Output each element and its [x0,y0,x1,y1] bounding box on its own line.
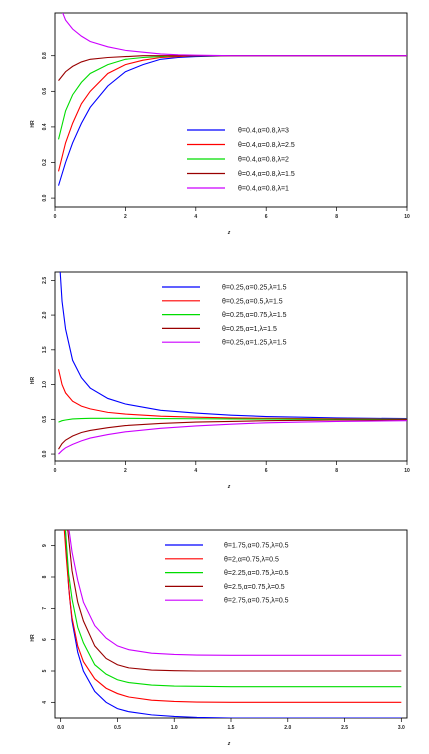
legend-label: θ=2.25,α=0.75,λ=0.5 [224,570,289,577]
x-tick-label: 10 [404,468,410,474]
y-tick-label: 9 [42,544,48,547]
y-axis-label: HR [30,120,36,128]
y-tick-label: 1.5 [42,346,48,353]
legend-label: θ=0.25,α=0.75,λ=1.5 [222,312,287,319]
y-tick-label: 2.0 [42,311,48,318]
x-tick-label: 8 [335,468,338,474]
y-tick-label: 8 [42,575,48,578]
legend-label: θ=1.75,α=0.75,λ=0.5 [224,543,289,550]
y-axis-label: HR [30,377,36,385]
x-tick-label: 2.5 [341,725,348,731]
x-tick-label: 0 [54,214,57,220]
x-axis-label: z [227,230,231,236]
y-tick-label: 0.4 [42,123,48,130]
legend-label: θ=0.4,α=0.8,λ=3 [238,128,289,135]
series-line-2 [57,369,407,420]
x-tick-label: 0 [54,468,57,474]
series-line-1 [59,272,407,420]
y-tick-label: 0.6 [42,88,48,95]
x-tick-label: 8 [335,214,338,220]
y-axis-label: HR [30,634,36,642]
legend-label: θ=0.25,α=1,λ=1.5 [222,326,277,333]
x-axis-label: z [227,484,231,490]
series-line-4 [58,55,407,81]
series-line-3 [58,417,407,423]
x-axis-label: z [227,741,231,747]
series-line-4 [67,530,402,672]
legend: θ=1.75,α=0.75,λ=0.5 θ=2,α=0.75,λ=0.5 θ=2.2… [165,543,289,605]
x-tick-label: 4 [194,214,197,220]
legend-label: θ=0.25,α=0.5,λ=1.5 [222,298,283,305]
plot-frame [54,271,408,462]
legend-label: θ=0.4,α=0.8,λ=2.5 [238,142,295,149]
x-tick-label: 2 [124,468,127,474]
x-tick-label: 10 [404,214,410,220]
legend-label: θ=0.4,α=0.8,λ=1.5 [238,171,295,178]
x-tick-label: 1.5 [228,725,235,731]
x-tick-label: 3.0 [398,725,405,731]
series-line-1 [64,530,402,718]
y-tick-label: 4 [42,701,48,704]
series-line-3 [57,55,407,140]
x-tick-label: 0.0 [57,725,64,731]
legend-label: θ=2.5,α=0.75,λ=0.5 [224,584,285,591]
y-tick-label: 0.0 [42,450,48,457]
chart-panel-2: 0 2 4 6 8 10 0.0 0.5 1.0 1.5 2.0 2.5 z HR θ=0.25,α=0.2… [30,271,410,490]
chart-panel-1: 0 2 4 6 8 10 0.0 0.2 0.4 0.6 0.8 z HR θ=0.4,α=0.8,λ=3… [30,12,410,236]
series-line-5 [62,13,407,57]
y-tick-label: 5 [42,669,48,672]
legend-label: θ=0.4,α=0.8,λ=2 [238,157,289,164]
x-tick-label: 6 [265,468,268,474]
chart-panel-3: 0.0 0.5 1.0 1.5 2.0 2.5 3.0 4 5 6 7 8 9 z HR θ=1.75,α=0… [30,529,408,747]
y-tick-label: 6 [42,638,48,641]
series-line-4 [58,419,407,450]
legend-label: θ=2.75,α=0.75,λ=0.5 [224,598,289,605]
legend-label: θ=2,α=0.75,λ=0.5 [224,556,279,563]
y-tick-label: 0.2 [42,159,48,166]
y-tick-label: 0.8 [42,52,48,59]
series-line-5 [58,420,407,455]
legend: θ=0.4,α=0.8,λ=3 θ=0.4,α=0.8,λ=2.5 θ=0.4,α=… [187,128,295,193]
y-tick-label: 0.0 [42,194,48,201]
legend-label: θ=0.4,α=0.8,λ=1 [238,186,289,193]
x-tick-label: 2 [124,214,127,220]
plot-frame [54,12,408,208]
y-tick-label: 2.5 [42,277,48,284]
legend-label: θ=0.25,α=0.25,λ=1.5 [222,285,287,292]
y-tick-label: 0.5 [42,416,48,423]
series-line-2 [63,530,402,703]
series-line-5 [68,530,402,656]
x-tick-label: 4 [194,468,197,474]
legend-label: θ=0.25,α=1.25,λ=1.5 [222,340,287,347]
series-line-1 [57,55,407,186]
legend: θ=0.25,α=0.25,λ=1.5 θ=0.25,α=0.5,λ=1.5 θ=0… [162,285,287,347]
series-line-3 [64,530,402,688]
x-tick-label: 1.0 [171,725,178,731]
x-tick-label: 0.5 [114,725,121,731]
y-tick-label: 7 [42,607,48,610]
x-tick-label: 6 [265,214,268,220]
series-line-2 [57,55,407,172]
x-tick-label: 2.0 [284,725,291,731]
y-tick-label: 1.0 [42,381,48,388]
